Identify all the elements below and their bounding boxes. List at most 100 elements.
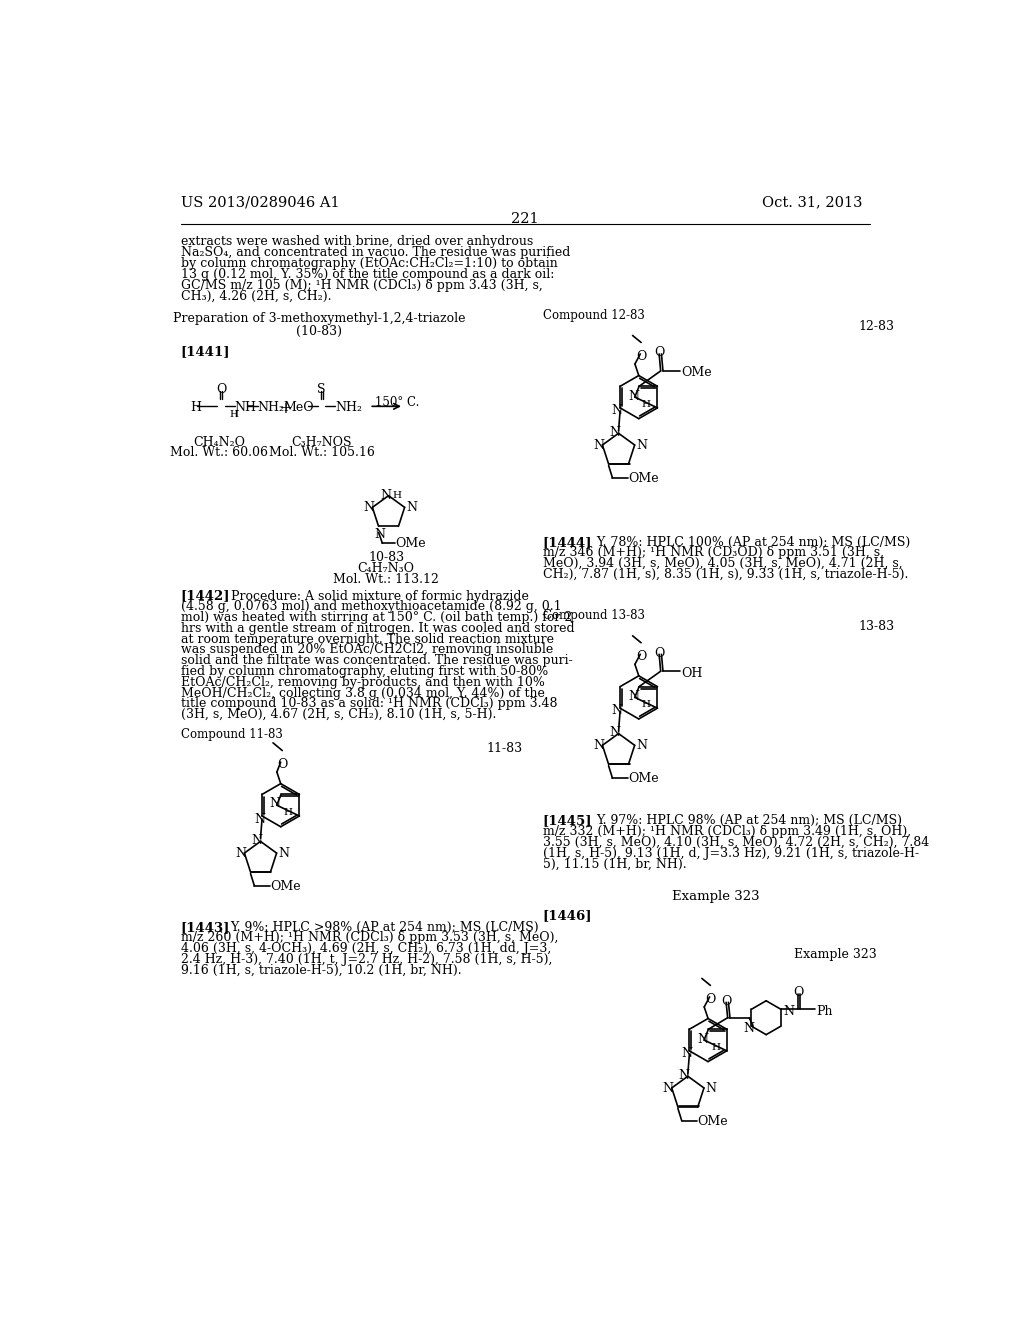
Text: OMe: OMe [269, 879, 300, 892]
Text: OMe: OMe [697, 1114, 728, 1127]
Text: N: N [254, 813, 265, 826]
Text: O: O [654, 346, 665, 359]
Text: Oct. 31, 2013: Oct. 31, 2013 [762, 195, 862, 210]
Text: OMe: OMe [628, 471, 658, 484]
Text: m/z 260 (M+H); ¹H NMR (CDCl₃) δ ppm 3.53 (3H, s, MeO),: m/z 260 (M+H); ¹H NMR (CDCl₃) δ ppm 3.53… [180, 932, 558, 945]
Text: m/z 332 (M+H); ¹H NMR (CDCl₃) δ ppm 3.49 (1H, s, OH),: m/z 332 (M+H); ¹H NMR (CDCl₃) δ ppm 3.49… [543, 825, 910, 838]
Text: C₄H₇N₃O: C₄H₇N₃O [357, 562, 415, 576]
Text: by column chromatography (EtOAc:CH₂Cl₂=1:10) to obtain: by column chromatography (EtOAc:CH₂Cl₂=1… [180, 257, 557, 271]
Text: 150° C.: 150° C. [376, 396, 420, 409]
Text: CH₃), 4.26 (2H, s, CH₂).: CH₃), 4.26 (2H, s, CH₂). [180, 289, 331, 302]
Text: O: O [722, 995, 732, 1007]
Text: 5), 11.15 (1H, br, NH).: 5), 11.15 (1H, br, NH). [543, 858, 686, 871]
Text: N: N [236, 847, 246, 859]
Text: CH₄N₂O: CH₄N₂O [194, 436, 245, 449]
Text: O: O [654, 647, 665, 660]
Text: (3H, s, MeO), 4.67 (2H, s, CH₂), 8.10 (1H, s, 5-H).: (3H, s, MeO), 4.67 (2H, s, CH₂), 8.10 (1… [180, 708, 496, 721]
Text: N: N [407, 502, 417, 515]
Text: N: N [251, 834, 262, 846]
Text: 13-83: 13-83 [858, 620, 894, 634]
Text: N: N [636, 739, 647, 752]
Text: Mol. Wt.: 60.06: Mol. Wt.: 60.06 [170, 446, 268, 459]
Text: Mol. Wt.: 113.12: Mol. Wt.: 113.12 [333, 573, 439, 586]
Text: fied by column chromatography, eluting first with 50-80%: fied by column chromatography, eluting f… [180, 665, 548, 678]
Text: N: N [629, 389, 640, 403]
Text: H: H [642, 701, 650, 709]
Text: Y. 9%: HPLC >98% (AP at 254 nm); MS (LC/MS): Y. 9%: HPLC >98% (AP at 254 nm); MS (LC/… [230, 921, 540, 933]
Text: Compound 11-83: Compound 11-83 [180, 729, 283, 742]
Text: H: H [642, 400, 650, 409]
Text: O: O [794, 986, 804, 999]
Text: +: + [279, 400, 292, 417]
Text: Ph: Ph [816, 1005, 833, 1018]
Text: N: N [697, 1032, 709, 1045]
Text: N: N [279, 847, 289, 859]
Text: N: N [609, 425, 621, 438]
Text: H: H [711, 1043, 720, 1052]
Text: at room temperature overnight. The solid reaction mixture: at room temperature overnight. The solid… [180, 632, 554, 645]
Text: m/z 346 (M+H); ¹H NMR (CD₃OD) δ ppm 3.51 (3H, s,: m/z 346 (M+H); ¹H NMR (CD₃OD) δ ppm 3.51… [543, 546, 884, 560]
Text: 11-83: 11-83 [486, 742, 522, 755]
Text: hrs with a gentle stream of nitrogen. It was cooled and stored: hrs with a gentle stream of nitrogen. It… [180, 622, 574, 635]
Text: N: N [629, 690, 640, 704]
Text: 221: 221 [511, 213, 539, 226]
Text: H: H [189, 401, 201, 414]
Text: NH₂: NH₂ [336, 401, 362, 414]
Text: O: O [636, 651, 646, 664]
Text: US 2013/0289046 A1: US 2013/0289046 A1 [180, 195, 339, 210]
Text: OMe: OMe [681, 367, 712, 379]
Text: S: S [316, 383, 326, 396]
Text: H: H [392, 491, 401, 500]
Text: O: O [706, 993, 716, 1006]
Text: Y. 78%: HPLC 100% (AP at 254 nm); MS (LC/MS): Y. 78%: HPLC 100% (AP at 254 nm); MS (LC… [596, 536, 910, 549]
Text: N: N [663, 1082, 674, 1094]
Text: [1443]: [1443] [180, 921, 230, 933]
Text: CH₂), 7.87 (1H, s), 8.35 (1H, s), 9.33 (1H, s, triazole-H-5).: CH₂), 7.87 (1H, s), 8.35 (1H, s), 9.33 (… [543, 568, 908, 581]
Text: 2.4 Hz, H-3), 7.40 (1H, t, J=2.7 Hz, H-2), 7.58 (1H, s, H-5),: 2.4 Hz, H-3), 7.40 (1H, t, J=2.7 Hz, H-2… [180, 953, 552, 966]
Text: N: N [743, 1022, 755, 1035]
Text: (4.58 g, 0.0763 mol) and methoxythioacetamide (8.92 g, 0.1: (4.58 g, 0.0763 mol) and methoxythioacet… [180, 601, 561, 614]
Text: (10-83): (10-83) [296, 325, 342, 338]
Text: title compound 10-83 as a solid: ¹H NMR (CDCl₃) ppm 3.48: title compound 10-83 as a solid: ¹H NMR … [180, 697, 557, 710]
Text: Na₂SO₄, and concentrated in vacuo. The residue was purified: Na₂SO₄, and concentrated in vacuo. The r… [180, 246, 570, 259]
Text: Y. 97%: HPLC 98% (AP at 254 nm); MS (LC/MS): Y. 97%: HPLC 98% (AP at 254 nm); MS (LC/… [596, 814, 902, 828]
Text: [1442]: [1442] [180, 590, 230, 603]
Text: Example 323: Example 323 [795, 948, 877, 961]
Text: Mol. Wt.: 105.16: Mol. Wt.: 105.16 [268, 446, 375, 459]
Text: NH: NH [234, 401, 256, 414]
Text: 3.55 (3H, s, MeO), 4.10 (3H, s, MeO), 4.72 (2H, s, CH₂), 7.84: 3.55 (3H, s, MeO), 4.10 (3H, s, MeO), 4.… [543, 836, 929, 849]
Text: N: N [375, 528, 386, 541]
Text: O: O [216, 383, 226, 396]
Text: 12-83: 12-83 [858, 321, 894, 333]
Text: 10-83: 10-83 [369, 552, 404, 564]
Text: Compound 12-83: Compound 12-83 [543, 309, 644, 322]
Text: O: O [278, 758, 288, 771]
Text: NH₂: NH₂ [258, 401, 285, 414]
Text: N: N [611, 705, 623, 717]
Text: N: N [593, 438, 604, 451]
Text: N: N [679, 1069, 689, 1081]
Text: N: N [783, 1006, 795, 1019]
Text: OMe: OMe [628, 772, 658, 785]
Text: N: N [681, 1047, 692, 1060]
Text: 4.06 (3H, s, 4-OCH₃), 4.69 (2H, s, CH₂), 6.73 (1H, dd, J=3,: 4.06 (3H, s, 4-OCH₃), 4.69 (2H, s, CH₂),… [180, 942, 551, 956]
Text: 9.16 (1H, s, triazole-H-5), 10.2 (1H, br, NH).: 9.16 (1H, s, triazole-H-5), 10.2 (1H, br… [180, 964, 461, 977]
Text: N: N [706, 1082, 717, 1094]
Text: MeOH/CH₂Cl₂, collecting 3.8 g (0.034 mol, Y. 44%) of the: MeOH/CH₂Cl₂, collecting 3.8 g (0.034 mol… [180, 686, 545, 700]
Text: N: N [609, 726, 621, 739]
Text: OH: OH [681, 667, 702, 680]
Text: OMe: OMe [395, 537, 426, 550]
Text: N: N [364, 502, 374, 515]
Text: GC/MS m/z 105 (M); ¹H NMR (CDCl₃) δ ppm 3.43 (3H, s,: GC/MS m/z 105 (M); ¹H NMR (CDCl₃) δ ppm … [180, 279, 543, 292]
Text: C₃H₇NOS: C₃H₇NOS [291, 436, 352, 449]
Text: mol) was heated with stirring at 150° C. (oil bath temp.) for 2: mol) was heated with stirring at 150° C.… [180, 611, 571, 624]
Text: MeO: MeO [283, 401, 313, 414]
Text: (1H, s, H-5), 9.13 (1H, d, J=3.3 Hz), 9.21 (1H, s, triazole-H-: (1H, s, H-5), 9.13 (1H, d, J=3.3 Hz), 9.… [543, 847, 919, 859]
Text: N: N [611, 404, 623, 417]
Text: N: N [269, 797, 281, 810]
Text: N: N [380, 488, 391, 502]
Text: H: H [230, 411, 239, 420]
Text: Compound 13-83: Compound 13-83 [543, 609, 644, 622]
Text: N: N [636, 438, 647, 451]
Text: H: H [284, 808, 293, 817]
